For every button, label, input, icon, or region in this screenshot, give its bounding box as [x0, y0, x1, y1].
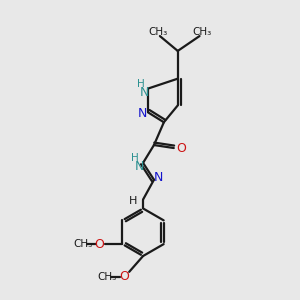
- Text: H: H: [129, 196, 137, 206]
- Text: H: H: [131, 153, 139, 163]
- Text: N: N: [140, 86, 149, 99]
- Text: O: O: [119, 270, 129, 283]
- Text: N: N: [154, 171, 164, 184]
- Text: N: N: [134, 160, 144, 173]
- Text: CH₃: CH₃: [192, 27, 211, 37]
- Text: O: O: [176, 142, 186, 154]
- Text: O: O: [95, 238, 105, 250]
- Text: H: H: [137, 79, 145, 88]
- Text: CH₃: CH₃: [98, 272, 117, 282]
- Text: CH₃: CH₃: [148, 27, 168, 37]
- Text: CH₃: CH₃: [73, 239, 92, 249]
- Text: N: N: [137, 107, 147, 120]
